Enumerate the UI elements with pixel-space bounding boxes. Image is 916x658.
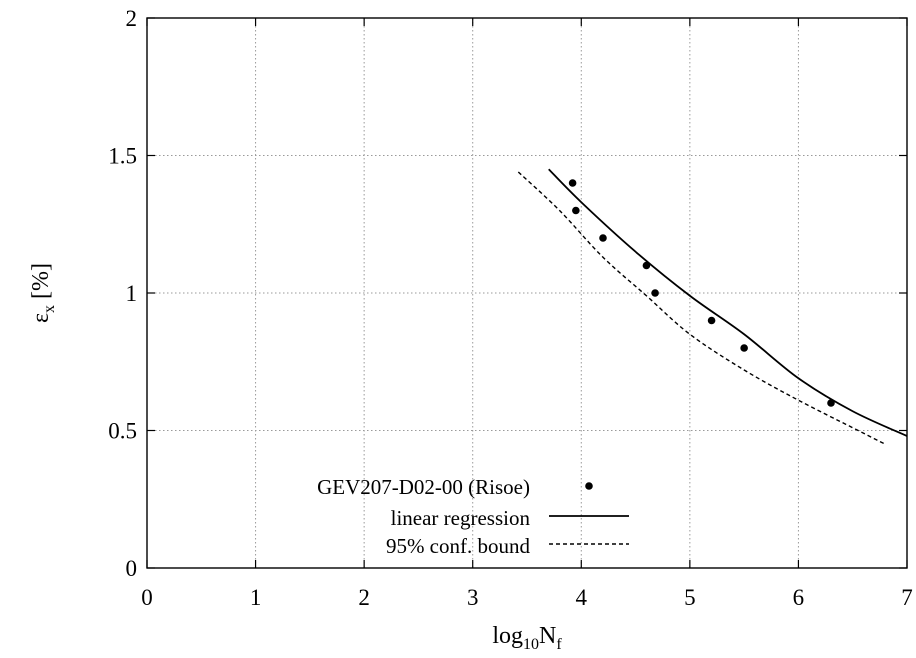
x-axis-label: log10Nf (492, 623, 562, 653)
legend-entry-bound: 95% conf. bound (386, 534, 629, 558)
y-axis-label: εx [%] (28, 263, 58, 323)
data-point (599, 234, 607, 242)
legend-label-regression: linear regression (391, 506, 531, 530)
y-tick-label: 0 (126, 556, 138, 581)
conf-bound-line (517, 171, 886, 445)
data-point (740, 344, 748, 352)
x-tick-label: 0 (141, 585, 153, 610)
y-tick-label: 2 (126, 6, 138, 31)
legend-entry-regression: linear regression (391, 506, 629, 530)
legend-label-points: GEV207-D02-00 (Risoe) (317, 475, 530, 499)
x-tick-label: 5 (684, 585, 696, 610)
data-point (707, 316, 716, 325)
axis-ticks (146, 17, 908, 569)
x-tick-labels: 0 1 2 3 4 5 6 7 (141, 585, 913, 610)
grid-lines (147, 18, 907, 568)
data-point (651, 289, 659, 297)
y-tick-label: 0.5 (108, 419, 137, 444)
y-tick-labels: 0 0.5 1 1.5 2 (108, 6, 137, 581)
legend-label-bound: 95% conf. bound (386, 534, 531, 558)
legend-marker-points (585, 482, 593, 490)
x-tick-label: 3 (467, 585, 479, 610)
x-tick-label: 6 (793, 585, 805, 610)
x-tick-label: 4 (576, 585, 588, 610)
regression-line (548, 168, 908, 437)
data-point (572, 206, 580, 215)
x-tick-label: 2 (358, 585, 370, 610)
series-layer (517, 168, 908, 445)
y-tick-label: 1 (126, 281, 138, 306)
data-point (568, 179, 577, 187)
legend: GEV207-D02-00 (Risoe) linear regression … (317, 475, 629, 558)
y-tick-label: 1.5 (108, 144, 137, 169)
x-tick-label: 7 (901, 585, 913, 610)
legend-entry-points: GEV207-D02-00 (Risoe) (317, 475, 593, 499)
x-tick-label: 1 (250, 585, 262, 610)
